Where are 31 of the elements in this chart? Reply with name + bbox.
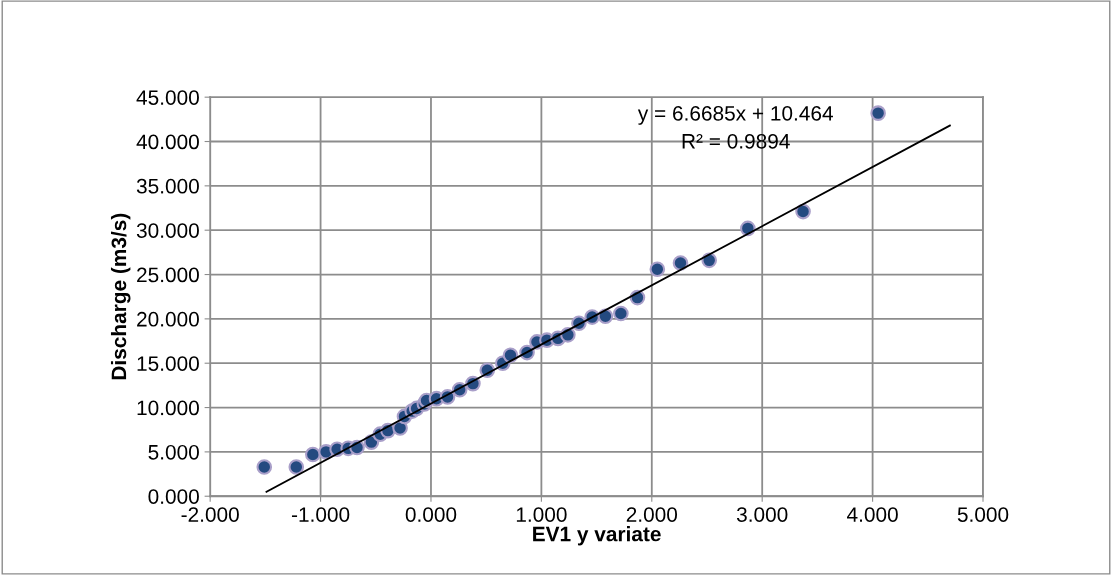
- y-tick-label: 30.000: [136, 223, 199, 238]
- point: [288, 459, 305, 475]
- x-tick-label: 0.000: [405, 507, 457, 522]
- y-tick-label: 0.000: [148, 489, 199, 504]
- x-tick-label: -2.000: [181, 507, 239, 522]
- y-tick-label: 20.000: [137, 311, 199, 327]
- annotation: R² = 0.9894: [682, 133, 790, 149]
- y-axis-title: Discharge (m3/s): [110, 213, 131, 380]
- y-tick-label: 15.000: [137, 356, 199, 371]
- y-tick-label: 40.000: [136, 134, 199, 150]
- point: [870, 105, 886, 121]
- y-tick-label: 35.000: [136, 178, 199, 194]
- x-tick-label: 1.000: [516, 507, 567, 522]
- point: [256, 459, 273, 475]
- point: [795, 203, 811, 220]
- x-tick-label: 5.000: [957, 507, 1009, 522]
- x-axis-title: EV1 y variate: [533, 526, 661, 546]
- y-tick-label: 5.000: [148, 444, 199, 460]
- y-tick-label: 25.000: [137, 267, 199, 283]
- point: [502, 347, 519, 364]
- x-tick-label: 4.000: [847, 507, 898, 522]
- point: [672, 255, 689, 271]
- x-tick-label: 3.000: [736, 507, 788, 522]
- x-tick-label: 2.000: [626, 507, 678, 522]
- point: [305, 446, 321, 463]
- y-tick-label: 45.000: [136, 90, 199, 105]
- y-tick-label: 10.000: [137, 400, 199, 416]
- point: [613, 305, 629, 322]
- annotation: y = 6.6685x + 10.464: [637, 105, 833, 125]
- point: [649, 261, 666, 278]
- x-tick-label: -1.000: [291, 507, 350, 522]
